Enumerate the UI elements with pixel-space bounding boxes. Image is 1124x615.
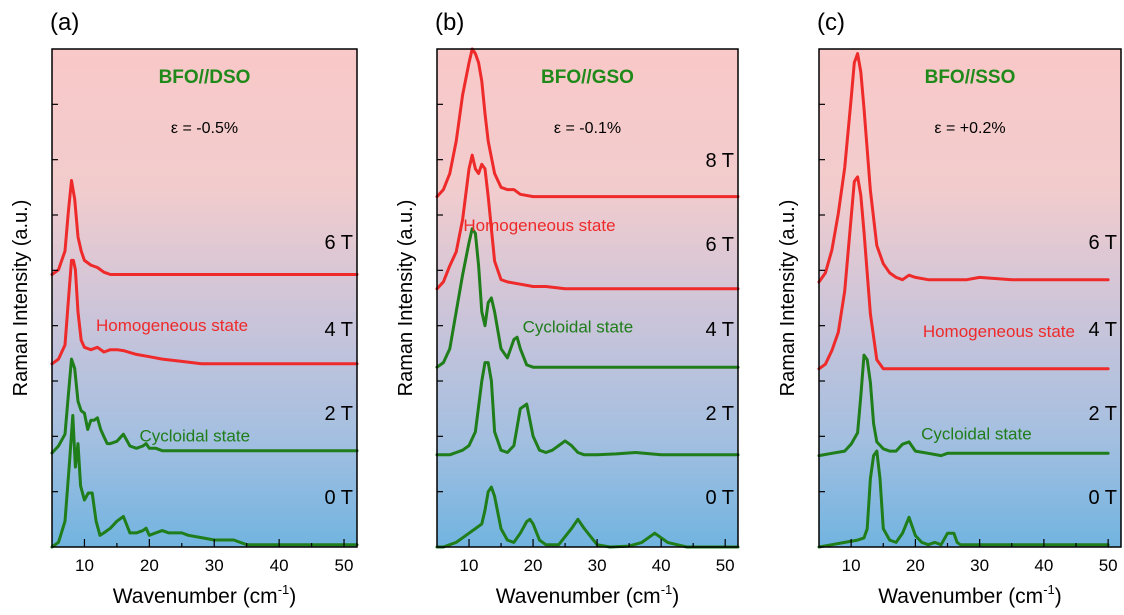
series-label: 6 T (705, 234, 734, 256)
state-label: Homogeneous state (923, 322, 1075, 341)
panel-label: (c) (817, 9, 845, 36)
x-tick-label: 10 (842, 556, 861, 575)
series-line-6t (435, 153, 740, 291)
plot-frame (51, 48, 358, 548)
x-tick-label: 40 (1034, 556, 1053, 575)
series-line-4t (435, 227, 740, 369)
y-axis-label: Raman Intensity (a.u.) (777, 200, 799, 397)
series-line-0t (50, 414, 359, 549)
series-label: 2 T (705, 403, 734, 425)
series-label: 0 T (324, 487, 353, 509)
series-label: 0 T (705, 487, 734, 509)
series-line-4t (817, 175, 1110, 371)
series-label: 0 T (1088, 487, 1117, 509)
x-tick-label: 10 (75, 556, 94, 575)
panel-label: (b) (435, 9, 464, 36)
x-tick-label: 10 (460, 556, 479, 575)
x-tick-label: 40 (270, 556, 289, 575)
panel-c: (c) BFO//SSO ε = +0.2% 0 T 2 T 4 T 6 T Homogene… (777, 9, 1122, 608)
series-label: 4 T (705, 319, 734, 341)
series-label: 2 T (324, 403, 353, 425)
state-label: Homogeneous state (463, 216, 615, 235)
series-label: 8 T (705, 150, 734, 172)
x-axis-label: Wavenumber (cm-1) (496, 582, 680, 608)
strain-label: ε = -0.1% (554, 120, 621, 137)
x-tick-label: 50 (335, 556, 354, 575)
series-line-0t (435, 485, 740, 549)
state-label: Cycloidal state (921, 425, 1032, 444)
series-line-6t (817, 52, 1110, 284)
panel-title: BFO//SSO (925, 67, 1016, 88)
series-line-8t (435, 47, 740, 199)
plot-frame (436, 48, 739, 548)
y-axis-label: Raman Intensity (a.u.) (395, 200, 417, 397)
panel-b: (b) BFO//GSO ε = -0.1% 0 T 2 T 4 T 6 T 8 T Homog… (395, 9, 740, 608)
x-tick-label: 50 (1099, 556, 1118, 575)
series-label: 4 T (1088, 319, 1117, 341)
x-tick-label: 40 (652, 556, 671, 575)
x-tick-label: 20 (524, 556, 543, 575)
state-label: Homogeneous state (96, 316, 248, 335)
series-label: 2 T (1088, 403, 1117, 425)
panel-title: BFO//GSO (541, 67, 634, 88)
series-line-2t (817, 353, 1110, 458)
series-label: 4 T (324, 319, 353, 341)
series-label: 6 T (1088, 232, 1117, 254)
series-label: 6 T (324, 232, 353, 254)
x-tick-label: 50 (716, 556, 735, 575)
x-tick-label: 30 (970, 556, 989, 575)
plot-frame (818, 48, 1122, 548)
x-tick-label: 30 (588, 556, 607, 575)
x-axis-label: Wavenumber (cm-1) (113, 582, 297, 608)
strain-label: ε = +0.2% (934, 120, 1005, 137)
x-tick-label: 20 (906, 556, 925, 575)
series-line-6t (50, 179, 359, 276)
x-tick-label: 20 (140, 556, 159, 575)
series-line-0t (817, 449, 1110, 549)
y-axis-label: Raman Intensity (a.u.) (10, 200, 32, 397)
panel-a: (a) BFO//DSO ε = -0.5% 0 T 2 T 4 T 6 T Homogene… (10, 9, 359, 608)
state-label: Cycloidal state (523, 318, 634, 337)
panel-label: (a) (50, 9, 79, 36)
series-line-4t (50, 258, 359, 366)
series-line-2t (50, 357, 359, 455)
panel-title: BFO//DSO (159, 67, 251, 88)
x-axis-label: Wavenumber (cm-1) (878, 582, 1062, 608)
strain-label: ε = -0.5% (171, 120, 238, 137)
panel-background (52, 49, 357, 547)
state-label: Cycloidal state (139, 426, 250, 445)
series-line-2t (435, 361, 740, 457)
x-tick-label: 30 (205, 556, 224, 575)
